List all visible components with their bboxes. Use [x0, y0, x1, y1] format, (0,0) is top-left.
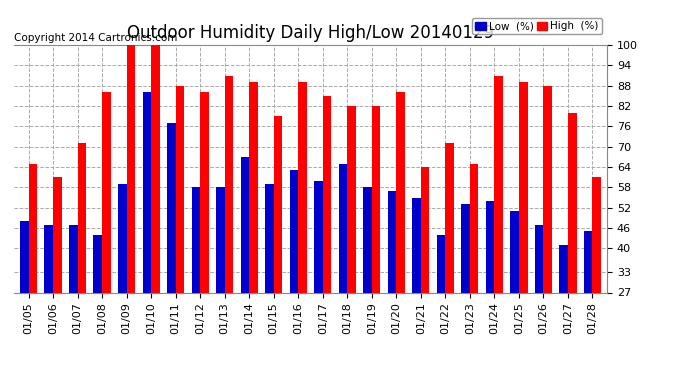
Bar	[544, 86, 552, 292]
Bar	[44, 225, 53, 292]
Bar	[200, 93, 209, 292]
Bar	[176, 86, 184, 292]
Bar	[421, 167, 429, 292]
Bar	[584, 231, 593, 292]
Bar	[462, 204, 470, 292]
Bar	[486, 201, 495, 292]
Bar	[396, 93, 405, 292]
Bar	[412, 198, 421, 292]
Bar	[363, 188, 372, 292]
Bar	[20, 221, 28, 292]
Text: Copyright 2014 Cartronics.com: Copyright 2014 Cartronics.com	[14, 33, 177, 42]
Bar	[290, 171, 298, 292]
Bar	[568, 113, 577, 292]
Bar	[388, 191, 396, 292]
Bar	[53, 177, 61, 292]
Bar	[470, 164, 478, 292]
Bar	[274, 116, 282, 292]
Bar	[225, 75, 233, 292]
Bar	[151, 45, 159, 292]
Bar	[519, 82, 528, 292]
Bar	[93, 235, 102, 292]
Bar	[445, 143, 454, 292]
Bar	[265, 184, 274, 292]
Bar	[437, 235, 445, 292]
Bar	[249, 82, 258, 292]
Bar	[535, 225, 544, 292]
Bar	[192, 188, 200, 292]
Bar	[511, 211, 519, 292]
Bar	[347, 106, 356, 292]
Bar	[77, 143, 86, 292]
Bar	[167, 123, 176, 292]
Bar	[216, 188, 225, 292]
Bar	[118, 184, 126, 292]
Bar	[339, 164, 347, 292]
Bar	[323, 96, 331, 292]
Bar	[143, 93, 151, 292]
Bar	[28, 164, 37, 292]
Bar	[126, 45, 135, 292]
Bar	[560, 245, 568, 292]
Bar	[298, 82, 307, 292]
Bar	[241, 157, 249, 292]
Legend: Low  (%), High  (%): Low (%), High (%)	[472, 18, 602, 34]
Bar	[372, 106, 380, 292]
Bar	[102, 93, 110, 292]
Bar	[69, 225, 77, 292]
Bar	[495, 75, 503, 292]
Title: Outdoor Humidity Daily High/Low 20140129: Outdoor Humidity Daily High/Low 20140129	[127, 24, 494, 42]
Bar	[593, 177, 601, 292]
Bar	[314, 181, 323, 292]
